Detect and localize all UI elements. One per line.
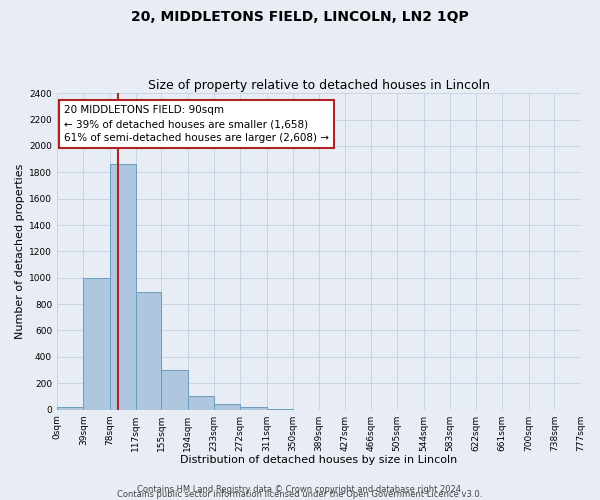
Text: 20, MIDDLETONS FIELD, LINCOLN, LN2 1QP: 20, MIDDLETONS FIELD, LINCOLN, LN2 1QP bbox=[131, 10, 469, 24]
Bar bbox=[240, 407, 266, 410]
Bar bbox=[57, 407, 83, 410]
Y-axis label: Number of detached properties: Number of detached properties bbox=[15, 164, 25, 339]
Bar bbox=[266, 409, 293, 410]
Text: 20 MIDDLETONS FIELD: 90sqm
← 39% of detached houses are smaller (1,658)
61% of s: 20 MIDDLETONS FIELD: 90sqm ← 39% of deta… bbox=[64, 105, 329, 143]
X-axis label: Distribution of detached houses by size in Lincoln: Distribution of detached houses by size … bbox=[180, 455, 457, 465]
Bar bbox=[136, 292, 161, 410]
Text: Contains HM Land Registry data © Crown copyright and database right 2024.: Contains HM Land Registry data © Crown c… bbox=[137, 484, 463, 494]
Bar bbox=[83, 278, 110, 409]
Bar bbox=[110, 164, 136, 410]
Title: Size of property relative to detached houses in Lincoln: Size of property relative to detached ho… bbox=[148, 79, 490, 92]
Text: Contains public sector information licensed under the Open Government Licence v3: Contains public sector information licen… bbox=[118, 490, 482, 499]
Bar bbox=[214, 404, 240, 409]
Bar bbox=[161, 370, 188, 410]
Bar bbox=[188, 396, 214, 409]
